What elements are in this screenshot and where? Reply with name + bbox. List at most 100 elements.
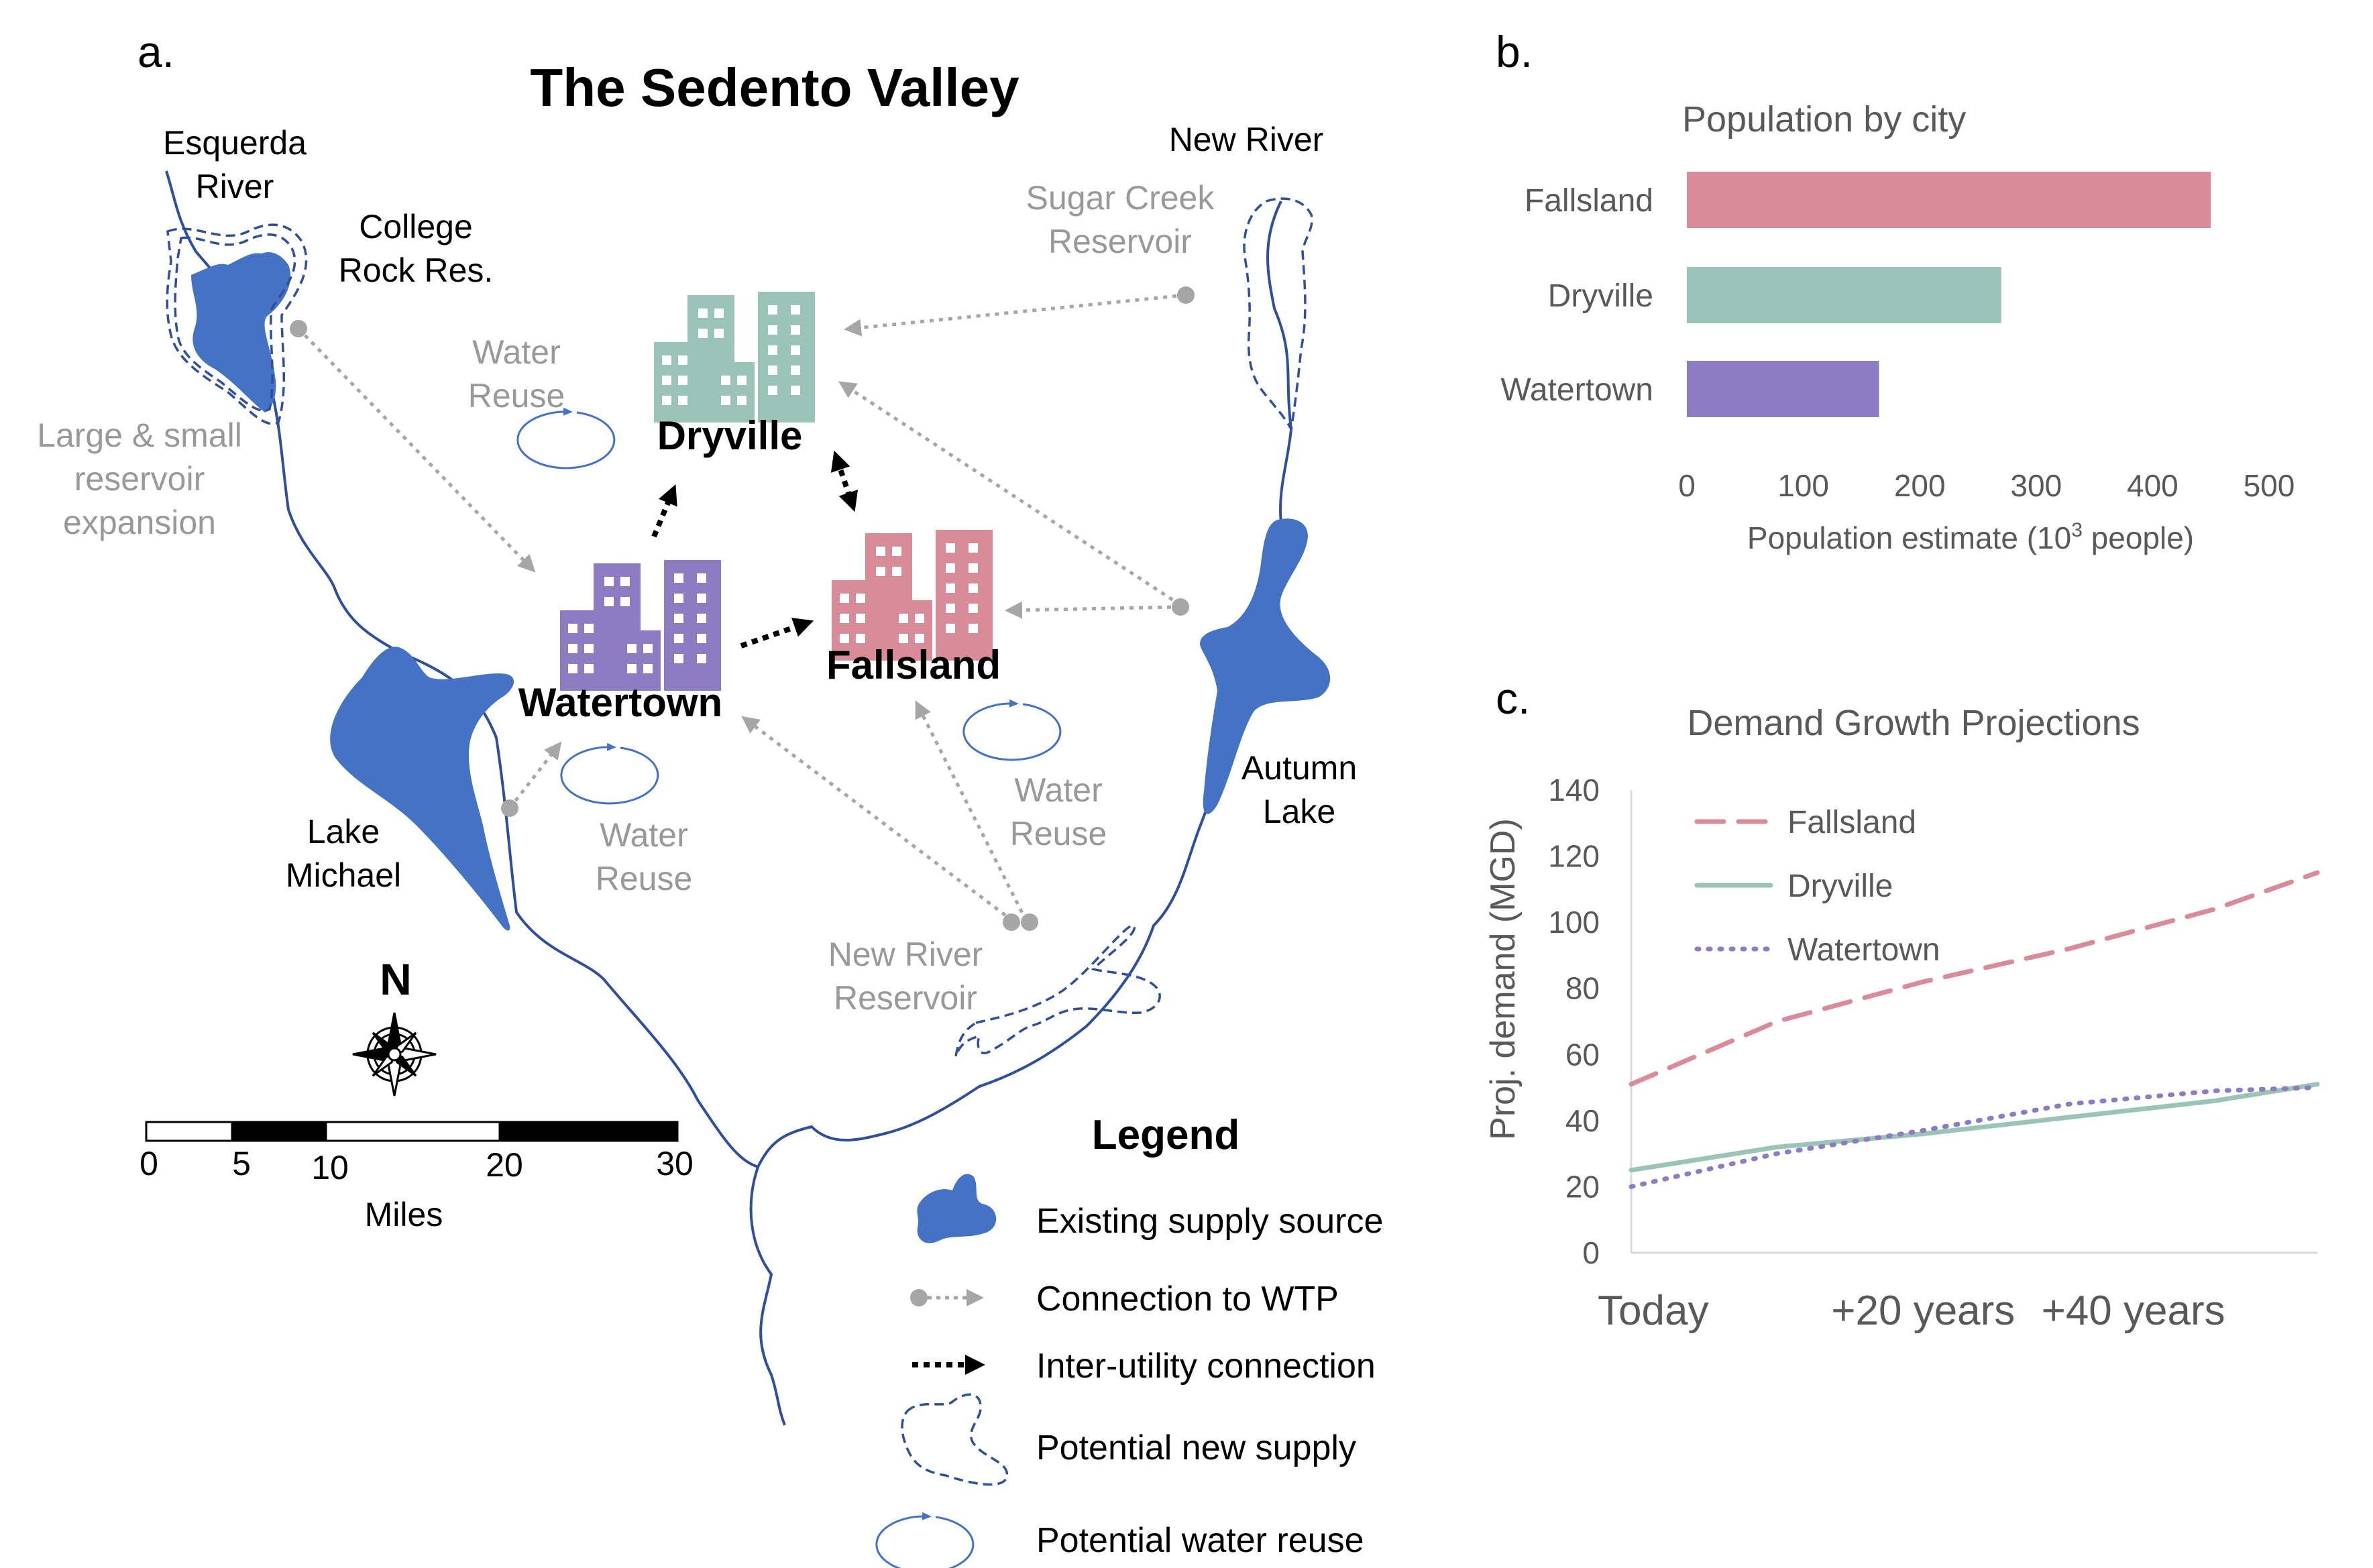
map-title: The Sedento Valley <box>530 58 1019 117</box>
scale-tick-5: 5 <box>232 1145 251 1182</box>
label-college-1: College <box>359 208 473 245</box>
legend-label-inter-utility: Inter-utility connection <box>1036 1347 1376 1386</box>
line-chart-title: Demand Growth Projections <box>1687 703 2140 743</box>
connection-nrr-to-watertown <box>741 716 1014 922</box>
label-nrr-2: Reservoir <box>834 979 977 1017</box>
reuse-loop-dryville <box>516 407 616 469</box>
label-autumn-1: Autumn <box>1241 749 1357 787</box>
label-sugar-1: Sugar Creek <box>1026 179 1215 217</box>
panel-a: a. The Sedento Valley <box>37 27 1383 1568</box>
college-rock-expansion-small <box>166 223 308 425</box>
wtp-connections <box>297 293 1186 922</box>
series-line-fallsland <box>1629 870 2320 1087</box>
line-y-tick-60: 60 <box>1565 1037 1600 1072</box>
bar-x-tick-300: 300 <box>2010 468 2062 503</box>
connection-autumn-to-dryville <box>838 381 1182 607</box>
city-label-dryville: Dryville <box>657 413 803 458</box>
label-expansion-1: Large & small <box>37 416 242 454</box>
bar-category-labels: Fallsland Dryville Watertown <box>1500 183 1653 408</box>
autumn-lake <box>1200 518 1331 814</box>
bar-category-dryville: Dryville <box>1548 278 1653 314</box>
legend: Legend Existing supply source Connection… <box>875 1112 1383 1568</box>
label-lake-michael-1: Lake <box>307 813 380 850</box>
city-icon-dryville <box>654 292 815 423</box>
label-autumn-2: Lake <box>1263 793 1335 830</box>
legend-label-connection-wtp: Connection to WTP <box>1036 1280 1339 1319</box>
bar-fallsland <box>1687 172 2211 228</box>
bar-x-tick-500: 500 <box>2244 468 2295 503</box>
scale-bar: 0 5 10 20 30 Miles <box>140 1121 694 1233</box>
water-reuse-loops <box>516 407 1062 805</box>
bars <box>1687 172 2211 417</box>
water-reuse-icon <box>875 1512 975 1568</box>
college-rock-expansion-large <box>174 233 296 412</box>
scale-unit: Miles <box>365 1196 443 1233</box>
wtp-dot-nrr-2 <box>1021 913 1038 931</box>
bar-x-axis-label-sup: 3 <box>2071 519 2083 541</box>
bar-x-axis-label: Population estimate (103 people) <box>1747 519 2194 555</box>
label-lake-michael-2: Michael <box>286 856 401 894</box>
supply-source-icon <box>917 1174 997 1243</box>
bar-category-watertown: Watertown <box>1500 372 1653 408</box>
scale-seg-10-20 <box>325 1121 501 1142</box>
sugar-creek-reservoir-outline <box>1243 197 1313 433</box>
college-rock-reservoir <box>191 251 291 412</box>
bar-dryville <box>1687 267 2001 323</box>
panel-c-line-chart: c. Demand Growth Projections Proj. deman… <box>1484 673 2320 1334</box>
scale-tick-30: 30 <box>656 1145 694 1182</box>
north-label: N <box>380 954 412 1004</box>
line-y-tick-80: 80 <box>1565 971 1600 1006</box>
existing-supply-sources <box>191 251 1331 931</box>
scale-tick-10: 10 <box>311 1149 349 1186</box>
reuse-loop-fallsland <box>962 699 1062 761</box>
inter-watertown-fallsland <box>740 618 814 649</box>
line-x-tick-40-years: +40 years <box>2042 1288 2225 1334</box>
place-labels: Esquerda River College Rock Res. New Riv… <box>163 121 1357 894</box>
label-reuse-watertown-2: Reuse <box>596 860 693 897</box>
panel-c-letter: c. <box>1496 673 1530 723</box>
legend-label-dryville: Dryville <box>1787 869 1893 904</box>
panel-b-bar-chart: b. Population by city Fallsland Dryville W… <box>1496 27 2295 555</box>
line-y-tick-0: 0 <box>1582 1235 1600 1270</box>
gray-labels: Sugar Creek Reservoir Large & small rese… <box>37 179 1215 1017</box>
wtp-dot-sugar <box>1177 286 1195 304</box>
scale-tick-0: 0 <box>140 1145 158 1182</box>
line-x-tick-labels: Today +20 years +40 years <box>1598 1288 2225 1334</box>
line-y-tick-140: 140 <box>1548 773 1600 807</box>
line-y-tick-100: 100 <box>1548 905 1600 940</box>
bar-watertown <box>1687 361 1879 417</box>
label-college-2: Rock Res. <box>339 251 494 289</box>
wtp-dot-michael <box>501 799 518 817</box>
legend-label-water-reuse: Potential water reuse <box>1036 1521 1364 1560</box>
wtp-dot-nrr-1 <box>1003 913 1020 931</box>
reuse-loop-watertown <box>560 742 659 805</box>
lake-michael <box>330 647 514 931</box>
connection-michael-to-watertown <box>508 741 562 809</box>
bar-x-tick-0: 0 <box>1678 468 1696 503</box>
bar-x-axis-label-text: Population estimate (10 <box>1747 520 2071 555</box>
connection-wtp-icon <box>910 1289 984 1306</box>
panel-a-letter: a. <box>137 27 174 76</box>
scale-seg-5-10 <box>231 1121 327 1142</box>
lower-river <box>749 1166 786 1426</box>
label-nrr-1: New River <box>828 936 983 973</box>
bar-x-axis-label-rest: people) <box>2083 520 2194 555</box>
line-x-tick-today: Today <box>1598 1288 1708 1334</box>
new-river-reservoir-outline <box>954 924 1161 1057</box>
wtp-dot-college <box>290 320 307 337</box>
label-expansion-3: expansion <box>63 504 216 541</box>
connection-nrr-to-fallsland <box>915 700 1028 922</box>
city-icon-fallsland <box>832 530 993 661</box>
line-y-tick-labels: 0 20 40 60 80 100 120 140 <box>1548 773 1600 1270</box>
line-y-tick-120: 120 <box>1548 839 1600 874</box>
line-y-tick-20: 20 <box>1565 1169 1600 1204</box>
bar-x-tick-100: 100 <box>1777 468 1829 503</box>
potential-supply-icon <box>901 1393 1009 1486</box>
connection-sugar-to-dryville <box>844 293 1186 337</box>
label-reuse-fallsland-1: Water <box>1014 771 1103 809</box>
line-y-tick-40: 40 <box>1565 1103 1600 1138</box>
bar-x-tick-200: 200 <box>1894 468 1946 503</box>
connection-autumn-to-fallsland <box>1005 601 1181 619</box>
compass-rose-icon <box>352 1012 437 1097</box>
